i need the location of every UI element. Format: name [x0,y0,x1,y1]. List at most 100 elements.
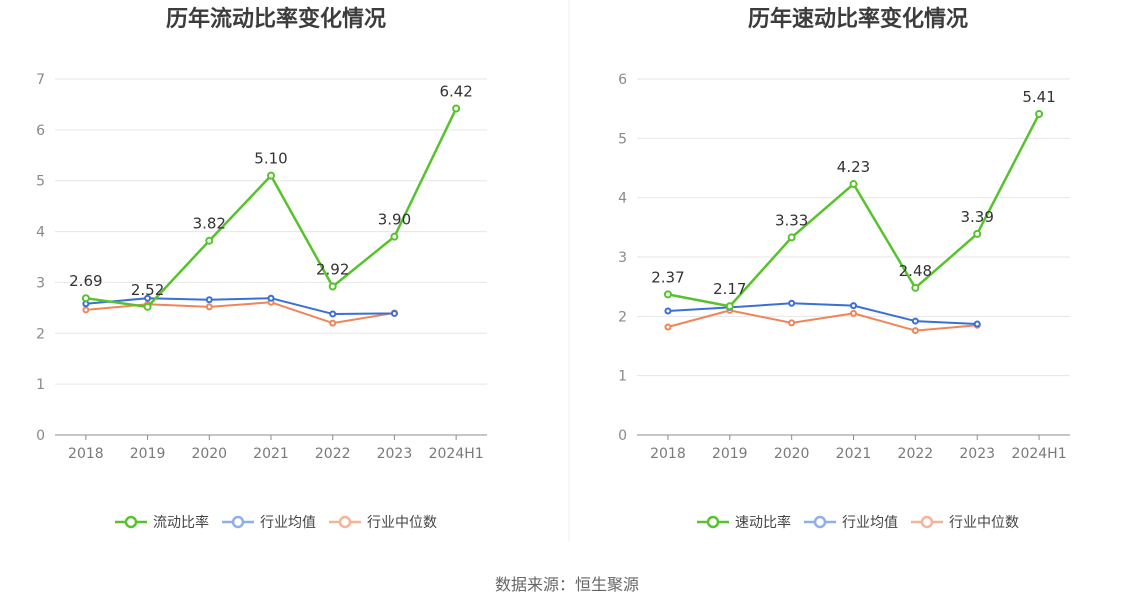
industry-average-point [911,317,919,325]
ratio-data-label: 2.37 [651,268,684,286]
chart-title: 历年速动比率变化情况 [748,6,968,32]
industry-median-point [82,306,90,314]
industry-median-line [667,309,978,332]
industry-median-point [329,319,337,327]
y-tick-label: 4 [36,225,45,241]
line-marker-icon [115,515,147,529]
y-tick-label: 0 [36,428,45,444]
y-tick-label: 7 [36,72,45,88]
legend-item-industry-median[interactable]: 行业中位数 [329,512,437,532]
industry-average-point [973,320,981,328]
x-tick-label: 2021 [836,446,872,462]
industry-average-point [144,294,152,302]
ratio-data-label: 2.92 [316,260,349,278]
ratio-point [205,236,214,245]
industry-average-point [267,294,275,302]
ratio-point [267,171,275,180]
ratio-point [81,294,90,303]
ratio-point [452,104,461,113]
legend-label: 行业均值 [260,515,316,531]
ratio-point [1035,110,1044,119]
y-tick-label: 2 [618,309,627,325]
ratio-data-label: 4.23 [837,158,870,176]
industry-average-point [664,307,672,315]
ratio-point [143,302,152,311]
ratio-data-label: 2.52 [131,281,164,299]
legend: 流动比率 行业均值 行业中位数 [26,512,526,532]
y-tick-label: 6 [36,123,45,139]
industry-average-point [390,309,398,317]
line-marker-icon [911,515,943,529]
y-tick-label: 6 [618,72,627,88]
x-tick-label: 2021 [253,446,289,462]
ratio-point [911,283,920,292]
y-tick-label: 0 [618,428,627,444]
x-tick-label: 2019 [712,446,748,462]
plot-area: 0 1 2 3 4 5 6 7 2018 2019 2020 2021 2022 2023 2024H1 2.… [36,72,487,462]
legend-item-industry-median[interactable]: 行业中位数 [911,512,1019,532]
legend-label: 速动比率 [735,515,791,531]
ratio-line [85,107,458,309]
industry-median-point [911,327,919,335]
y-tick-label: 1 [618,369,627,385]
industry-average-point [329,310,337,318]
ratio-point [849,180,858,189]
x-tick-label: 2024H1 [429,446,484,462]
ratio-point [787,233,796,242]
ratio-data-label: 5.41 [1022,88,1055,106]
industry-average-point [788,299,796,307]
ratio-point [725,302,734,311]
x-tick-label: 2023 [377,446,413,462]
legend: 速动比率 行业均值 行业中位数 [608,512,1108,532]
legend-item-industry-average[interactable]: 行业均值 [222,512,316,532]
line-marker-icon [804,515,836,529]
quick-ratio-chart: 历年速动比率变化情况 0 1 2 3 4 5 6 2018 2019 2020 2021 2022 20… [618,6,1070,462]
x-tick-label: 2022 [315,446,351,462]
legend-item-industry-average[interactable]: 行业均值 [804,512,898,532]
legend-item-current-ratio[interactable]: 流动比率 [115,512,209,532]
legend-item-quick-ratio[interactable]: 速动比率 [697,512,791,532]
ratio-data-label: 2.17 [713,280,746,298]
line-marker-icon [697,515,729,529]
industry-median-point [664,323,672,331]
ratio-data-label: 3.33 [775,211,808,229]
current-ratio-chart: 历年流动比率变化情况 0 1 2 3 4 5 6 7 2018 2019 2020 2021 2022 2… [36,6,487,462]
y-tick-label: 5 [36,174,45,190]
legend-label: 行业中位数 [949,515,1019,531]
x-tick-label: 2020 [774,446,810,462]
industry-median-point [850,309,857,317]
ratio-data-label: 2.69 [69,272,102,290]
chart-title: 历年流动比率变化情况 [166,6,386,32]
x-tick-label: 2018 [68,446,104,462]
line-marker-icon [329,515,361,529]
ratio-data-label: 3.82 [193,215,226,233]
ratio-point [973,229,982,238]
ratio-data-label: 2.48 [899,262,932,280]
ratio-data-label: 6.42 [439,82,472,100]
y-tick-label: 4 [618,191,627,207]
ratio-point [663,290,672,299]
y-tick-label: 1 [36,377,45,393]
industry-median-point [788,319,796,327]
charts-canvas: 历年流动比率变化情况 0 1 2 3 4 5 6 7 2018 2019 2020 2021 2022 2… [36,0,1070,541]
ratio-data-label: 3.90 [378,211,411,229]
x-tick-label: 2023 [959,446,995,462]
line-marker-icon [222,515,254,529]
ratio-data-label: 5.10 [254,150,287,168]
plot-area: 0 1 2 3 4 5 6 2018 2019 2020 2021 2022 2023 2024H1 2.3… [618,72,1070,462]
x-tick-label: 2024H1 [1012,446,1067,462]
x-tick-label: 2020 [191,446,227,462]
industry-median-point [205,303,213,311]
legend-label: 行业均值 [842,515,898,531]
ratio-data-label: 3.39 [961,208,994,226]
industry-average-line [667,302,978,326]
x-tick-label: 2018 [650,446,686,462]
y-tick-label: 3 [618,250,627,266]
y-tick-label: 3 [36,275,45,291]
industry-average-point [205,296,213,304]
y-tick-label: 5 [618,131,627,147]
x-tick-label: 2019 [130,446,166,462]
legend-label: 行业中位数 [367,515,437,531]
ratio-point [328,282,337,291]
